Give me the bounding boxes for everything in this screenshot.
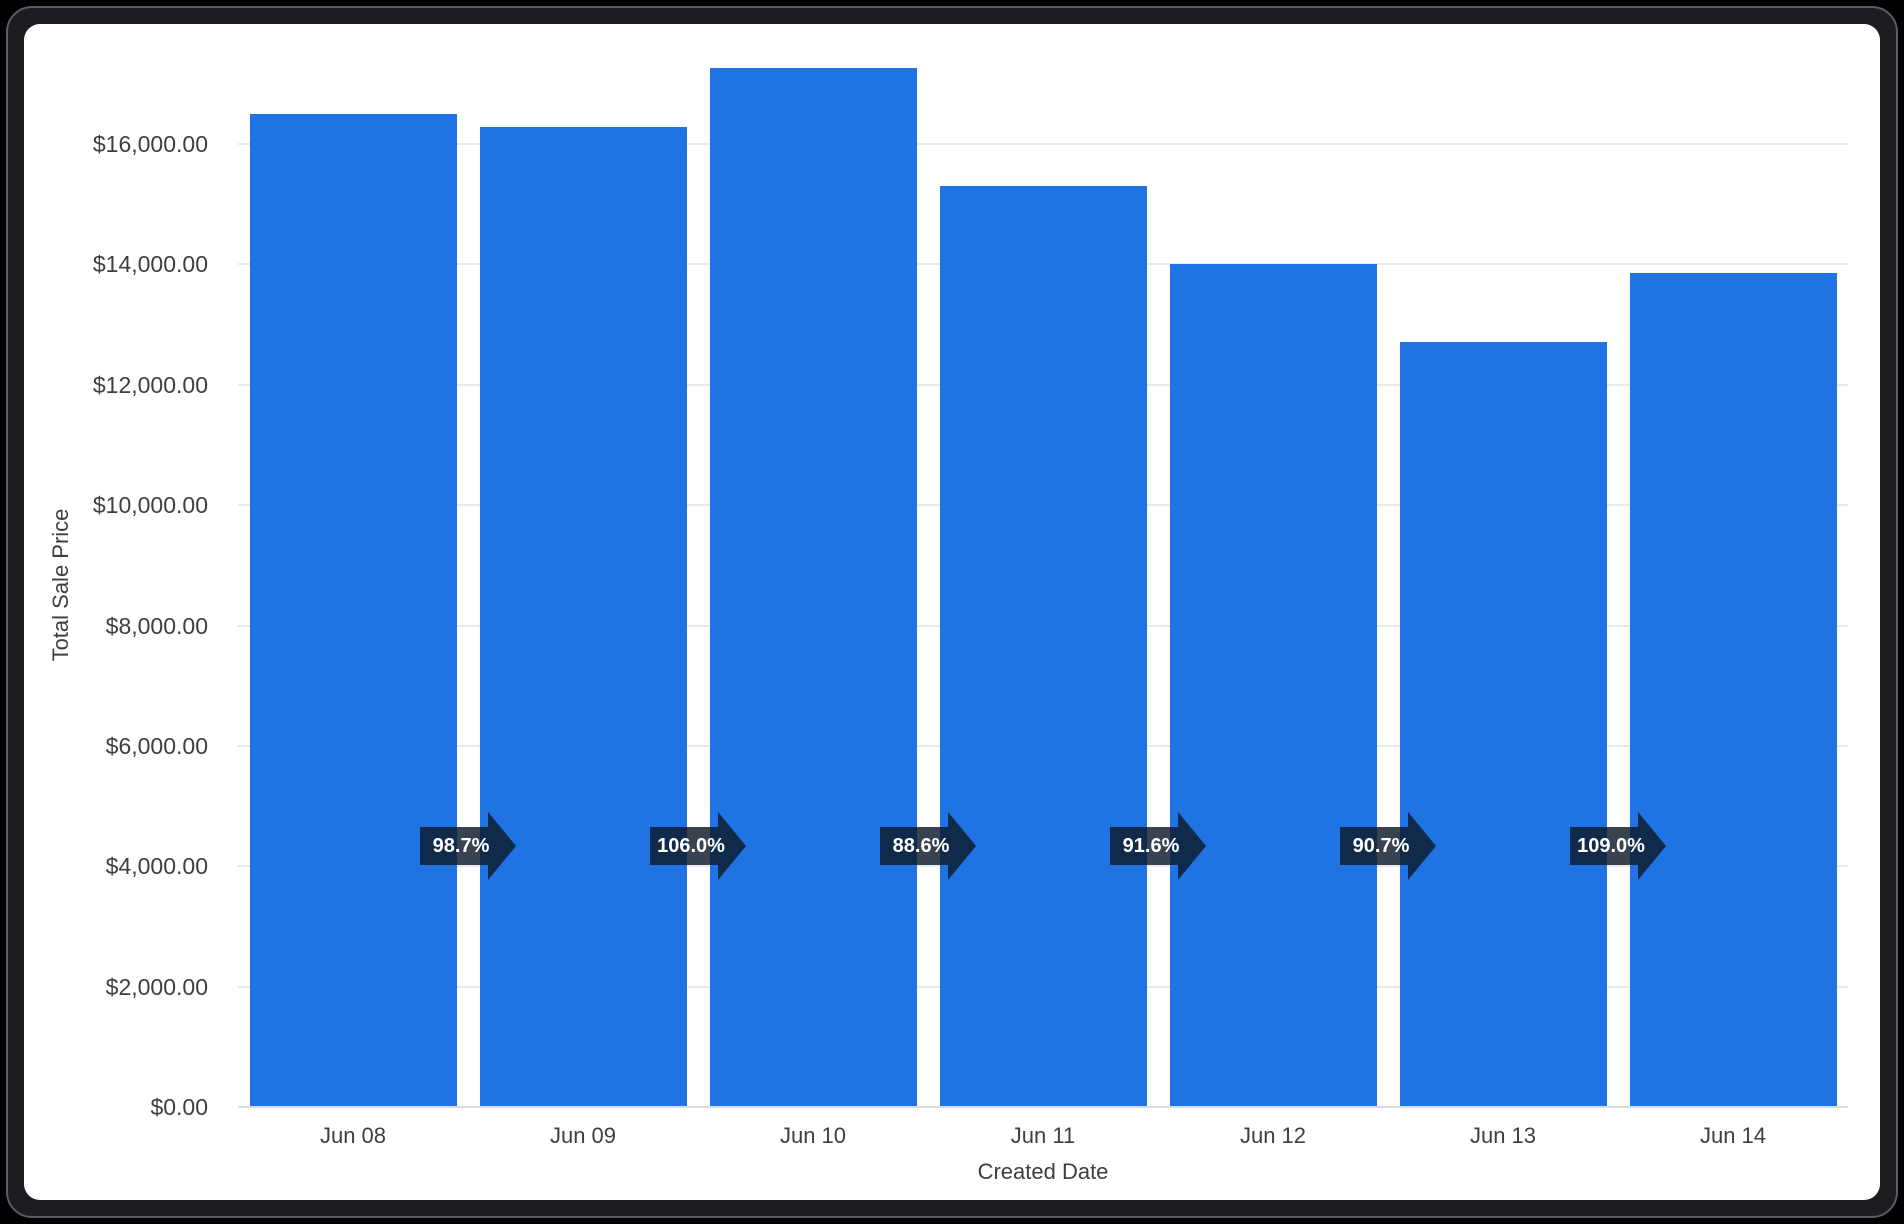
arrow-right-icon [650,812,746,880]
growth-arrow-badge: 88.6% [880,812,976,880]
bar[interactable] [1170,264,1377,1107]
growth-arrow-badge: 91.6% [1110,812,1206,880]
x-axis-title: Created Date [977,1159,1109,1184]
gridline [238,143,1848,145]
y-tick-label: $0.00 [150,1094,208,1120]
y-tick-label: $6,000.00 [105,732,208,759]
arrow-right-icon [420,812,516,880]
growth-badge-label: 90.7% [1352,834,1410,857]
growth-arrow-badge: 98.7% [420,812,516,880]
bar[interactable] [1400,342,1607,1107]
y-tick-label: $10,000.00 [92,492,208,519]
x-tick-label: Jun 08 [319,1123,387,1148]
x-tick-label: Jun 11 [1010,1123,1076,1148]
growth-badge-label: 98.7% [432,834,490,857]
bar[interactable] [1630,273,1837,1107]
y-tick-label: $8,000.00 [105,612,208,639]
y-tick-label: $2,000.00 [105,973,208,1000]
bar[interactable] [940,186,1147,1107]
growth-arrow-badge: 90.7% [1340,812,1436,880]
y-tick-label: $16,000.00 [92,131,208,157]
bar[interactable] [250,114,457,1107]
y-tick-label: $14,000.00 [92,251,208,278]
x-tick-label: Jun 10 [779,1123,847,1148]
arrow-right-icon [1340,812,1436,880]
y-tick-label: $4,000.00 [105,853,208,880]
bar[interactable] [480,127,687,1107]
arrow-right-icon [1110,812,1206,880]
growth-badge-label: 109.0% [1577,834,1645,857]
growth-badge-label: 91.6% [1122,834,1180,857]
growth-arrow-badge: 106.0% [650,812,746,880]
growth-badge-label: 88.6% [892,834,950,857]
x-tick-label: Jun 13 [1469,1123,1537,1148]
growth-badge-label: 106.0% [657,834,725,857]
growth-arrow-badge: 109.0% [1570,812,1666,880]
x-tick-label: Jun 09 [549,1123,617,1148]
x-axis-baseline [238,1106,1848,1108]
arrow-right-icon [880,812,976,880]
arrow-right-icon [1570,812,1666,880]
x-tick-label: Jun 12 [1239,1123,1307,1148]
y-tick-label: $12,000.00 [92,371,208,398]
bar[interactable] [710,68,917,1107]
x-tick-label: Jun 14 [1699,1123,1767,1148]
